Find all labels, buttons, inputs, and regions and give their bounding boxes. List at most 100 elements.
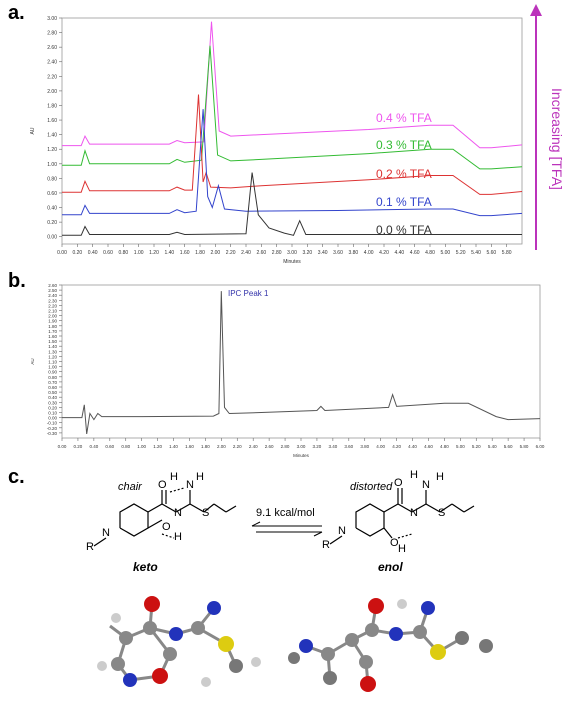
x-tick-label: 3.80 — [348, 250, 358, 256]
atom-H2-enol: H — [436, 471, 444, 483]
x-tick-label: 3.00 — [297, 444, 306, 449]
x-tick-label: 0.40 — [88, 250, 98, 256]
x-tick-label: 0.20 — [72, 250, 82, 256]
y-tick-label: 0.00 — [47, 235, 57, 241]
y-tick-label: 1.60 — [47, 118, 57, 124]
x-tick-label: 4.20 — [379, 250, 389, 256]
x-tick-label: 1.60 — [180, 250, 190, 256]
x-tick-label: 3.00 — [287, 250, 297, 256]
x-tick-label: 5.40 — [471, 250, 481, 256]
y-tick-label: 0.10 — [48, 411, 57, 416]
x-tick-label: 4.40 — [408, 444, 417, 449]
x-tick-label: 0.80 — [121, 444, 130, 449]
x-tick-label: 3.40 — [328, 444, 337, 449]
x-tick-label: 1.80 — [201, 444, 210, 449]
x-tick-label: 5.20 — [472, 444, 481, 449]
enol-structure — [329, 488, 475, 545]
y-tick-label: 0.60 — [48, 385, 57, 390]
tfa-arrow-head — [530, 4, 542, 16]
y-tick-label: 0.70 — [48, 380, 57, 385]
label-keto: keto — [133, 560, 158, 574]
x-tick-label: 2.80 — [281, 444, 290, 449]
x-tick-label: 4.60 — [410, 250, 420, 256]
x-tick-label: 0.00 — [57, 250, 67, 256]
atom-NH-enol: N — [422, 479, 430, 491]
y-tick-label: 1.30 — [48, 349, 57, 354]
series-label: 0.0 % TFA — [376, 223, 432, 237]
atom-S-keto: S — [202, 507, 209, 519]
x-tick-label: 2.60 — [256, 250, 266, 256]
x-tick-label: 1.20 — [153, 444, 162, 449]
keto-enol-scheme: chair R N O O N N S H H H keto 9.1 kcal/… — [86, 469, 493, 692]
series-label: 0.4 % TFA — [376, 111, 432, 125]
label-distorted: distorted — [350, 481, 393, 493]
x-tick-label: 5.00 — [456, 444, 465, 449]
x-axis-label: Minutes — [293, 453, 310, 458]
x-tick-label: 0.80 — [118, 250, 128, 256]
y-axis-label: AU — [30, 358, 35, 364]
x-tick-label: 5.60 — [486, 250, 496, 256]
y-tick-label: 0.40 — [47, 206, 57, 212]
atom-S-enol: S — [438, 507, 445, 519]
x-tick-label: 0.60 — [105, 444, 114, 449]
x-tick-label: 4.80 — [425, 250, 435, 256]
atom-N-ring-enol: N — [338, 525, 346, 537]
y-tick-label: 0.90 — [48, 370, 57, 375]
x-tick-label: 1.40 — [164, 250, 174, 256]
series-line — [62, 45, 523, 170]
y-tick-label: 1.80 — [47, 103, 57, 109]
y-tick-label: 1.60 — [48, 334, 57, 339]
x-tick-label: 1.60 — [185, 444, 194, 449]
atom-OH-enol: O — [390, 537, 399, 549]
series-line — [62, 109, 523, 217]
equilibrium-arrows — [251, 521, 323, 537]
y-tick-label: 2.50 — [48, 288, 57, 293]
atom-O2-keto: O — [162, 521, 171, 533]
atom-H1-keto: H — [170, 471, 178, 483]
y-tick-label: 1.00 — [47, 162, 57, 168]
x-tick-label: 3.20 — [302, 250, 312, 256]
panel-label-a: a. — [8, 2, 25, 24]
series-label: 0.3 % TFA — [376, 138, 432, 152]
plot-area — [61, 17, 523, 245]
y-tick-label: 0.80 — [48, 375, 57, 380]
series-label: 0.1 % TFA — [376, 195, 432, 209]
atom-R-enol: R — [322, 539, 330, 551]
x-tick-label: 0.60 — [103, 250, 113, 256]
y-tick-label: 2.60 — [47, 45, 57, 51]
x-tick-label: 0.20 — [74, 444, 83, 449]
x-tick-label: 2.40 — [249, 444, 258, 449]
y-tick-label: 2.80 — [47, 31, 57, 37]
x-tick-label: 3.40 — [318, 250, 328, 256]
y-tick-label: 0.40 — [48, 395, 57, 400]
x-axis-label: Minutes — [283, 259, 301, 265]
y-tick-label: 0.30 — [48, 400, 57, 405]
x-tick-label: 1.00 — [134, 250, 144, 256]
y-tick-label: -0.10 — [47, 421, 58, 426]
y-tick-label: -0.20 — [47, 426, 58, 431]
chromatogram-ipc-peak: -0.30-0.20-0.100.000.100.200.300.400.500… — [30, 283, 545, 458]
x-tick-label: 2.80 — [272, 250, 282, 256]
y-tick-label: 2.10 — [48, 309, 57, 314]
series-line — [62, 172, 522, 236]
x-tick-label: 1.20 — [149, 250, 159, 256]
y-tick-label: -0.30 — [47, 431, 58, 436]
y-tick-label: 2.30 — [48, 298, 57, 303]
y-axis-label: AU — [30, 127, 36, 134]
x-tick-label: 4.40 — [394, 250, 404, 256]
y-tick-label: 2.20 — [48, 303, 57, 308]
ipc-peak-label: IPC Peak 1 — [228, 289, 269, 298]
y-tick-label: 1.40 — [47, 133, 57, 139]
y-tick-label: 2.00 — [48, 314, 57, 319]
y-tick-label: 0.80 — [47, 176, 57, 182]
keto-atoms — [97, 596, 261, 687]
atom-H3-enol: H — [398, 543, 406, 555]
y-tick-label: 1.70 — [48, 329, 57, 334]
y-tick-label: 0.20 — [47, 220, 57, 226]
y-tick-label: 1.40 — [48, 344, 57, 349]
increasing-tfa-label: Increasing [TFA] — [549, 88, 565, 190]
y-tick-label: 1.20 — [47, 147, 57, 153]
y-tick-label: 2.00 — [47, 89, 57, 95]
x-tick-label: 4.80 — [440, 444, 449, 449]
y-tick-label: 0.20 — [48, 405, 57, 410]
